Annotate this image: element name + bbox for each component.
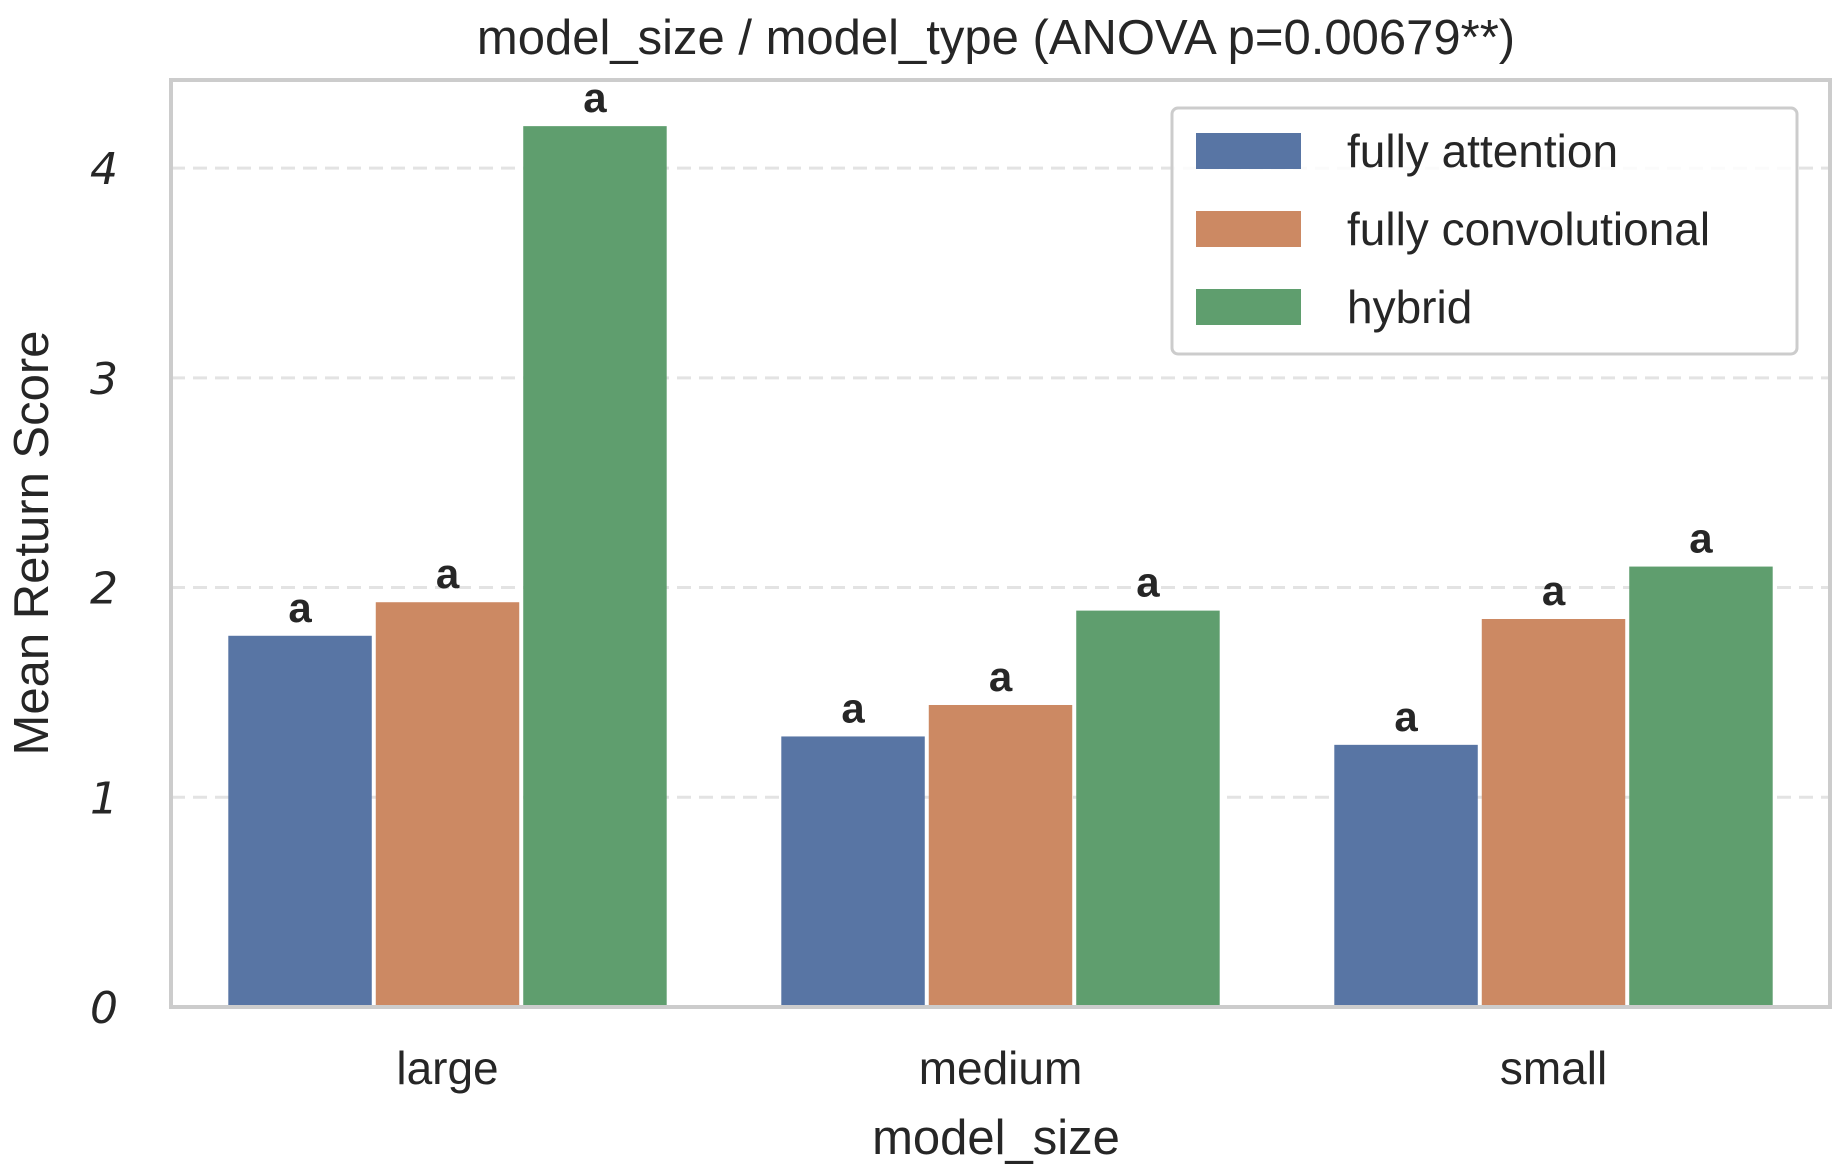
bar-fully-convolutional-medium [928,704,1073,1007]
y-tick-label: 2 [90,564,118,615]
legend-entries: fully attention fully convolutional hybrid [1196,125,1710,333]
y-tick-label: 1 [90,773,118,824]
legend-frame [1170,106,1799,356]
bar-label: a [1394,693,1418,740]
bar-label: a [288,584,312,631]
bar-hybrid-small [1629,566,1773,1007]
x-tick-labels: large medium small [396,1042,1607,1094]
y-tick-labels: 0 1 2 3 4 [90,144,118,1034]
bar-hybrid-large [523,126,667,1008]
bar-fully-attention-large [228,635,372,1007]
bar-fully-attention-medium [781,736,925,1007]
x-axis-label: model_size [872,1111,1120,1165]
legend-swatch [1196,289,1301,325]
legend-label: hybrid [1347,281,1472,333]
plot-frame [169,78,1832,1009]
y-axis-label: Mean Return Score [5,331,59,756]
legend-swatch [1196,133,1301,169]
legend: fully attention fully convolutional hybrid [1170,106,1799,356]
x-tick-label: medium [919,1042,1083,1094]
bar-label: a [841,684,865,731]
bars [228,126,1773,1008]
legend-label: fully attention [1347,125,1618,177]
legend-swatch [1196,211,1301,247]
bar-label: a [436,550,460,597]
y-tick-label: 0 [90,983,118,1034]
bar-hybrid-medium [1076,610,1220,1007]
bar-label: a [989,653,1013,700]
bar-fully-convolutional-large [375,602,520,1007]
x-tick-label: large [396,1042,498,1094]
bar-fully-attention-small [1334,744,1478,1007]
y-tick-label: 3 [90,354,118,405]
x-tick-label: small [1500,1042,1607,1094]
bar-fully-convolutional-small [1481,619,1626,1007]
bar-label: a [1542,567,1566,614]
bar-label: a [1689,515,1713,562]
y-tick-label: 4 [90,144,118,195]
chart-title: model_size / model_type (ANOVA p=0.00679… [477,11,1515,65]
legend-label: fully convolutional [1347,203,1710,255]
bar-label: a [1136,559,1160,606]
